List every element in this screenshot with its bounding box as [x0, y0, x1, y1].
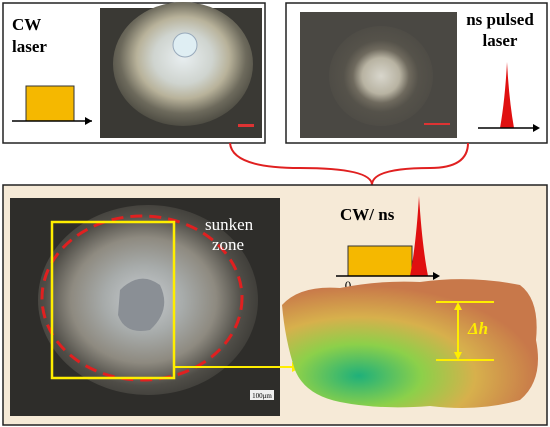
scale-label: 100μm	[252, 392, 272, 400]
pulse	[347, 245, 413, 277]
arrow	[433, 272, 440, 280]
selection	[50, 220, 176, 380]
tick-label: 0	[345, 278, 352, 293]
connector	[229, 142, 469, 186]
label: ns pulsed	[466, 10, 534, 29]
arrow	[533, 124, 540, 132]
label: zone	[212, 235, 244, 254]
crater-center	[172, 32, 198, 58]
sunken-zone	[40, 214, 244, 382]
arrow	[85, 117, 92, 125]
crater	[113, 2, 253, 126]
scale-bar	[250, 390, 274, 400]
scale-bar	[238, 124, 254, 127]
label: laser	[12, 37, 47, 56]
pulse	[25, 85, 75, 122]
crater-center	[118, 278, 165, 331]
pulse	[500, 62, 514, 128]
crater	[329, 26, 433, 126]
label: sunken	[205, 215, 254, 234]
label: CW	[12, 15, 41, 34]
surface	[282, 279, 538, 408]
label: Δh	[467, 319, 488, 338]
label: laser	[483, 31, 518, 50]
label: CW/ ns	[340, 205, 395, 224]
pulse	[410, 196, 428, 276]
